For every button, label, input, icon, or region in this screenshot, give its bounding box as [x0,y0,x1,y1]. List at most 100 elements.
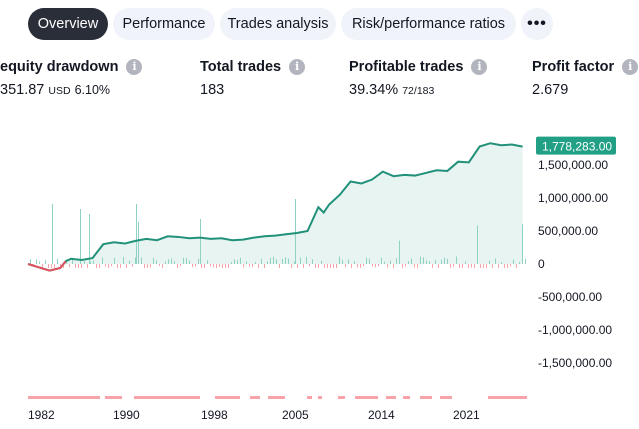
trade-bar [48,264,49,268]
trade-bar [132,264,133,267]
trade-bar [156,260,157,264]
trade-bar [483,264,484,268]
trade-bar [219,264,220,267]
profitable-trades-detail: 72/183 [402,85,435,97]
info-icon[interactable]: i [471,59,488,75]
trade-bar [498,264,499,268]
drawdown-unit: USD [48,85,71,97]
trade-bar [171,258,172,264]
trade-bar [330,264,331,268]
trade-bar [234,259,235,264]
trade-bar [231,261,232,264]
tab-bar: Overview Performance Trades analysis Ris… [0,8,639,40]
trade-bar [453,264,454,267]
equity-area [28,143,523,264]
trade-bar [249,264,250,267]
drawdown-marker [268,396,285,399]
trade-bar [204,264,205,268]
trade-bar [207,260,208,264]
trade-bar [264,264,265,268]
info-icon[interactable]: i [126,59,143,75]
drawdown-marker [250,396,260,399]
trade-bar [147,264,148,268]
drawdown-marker [355,396,378,399]
info-icon[interactable]: i [622,59,639,75]
drawdown-marker [28,396,100,399]
stat-total-trades: Total trades i 183 [200,56,306,98]
trade-bar [354,261,355,264]
trade-bar [282,259,283,264]
trade-bar [105,264,106,267]
trade-bar [492,264,493,268]
drawdown-marker [215,396,240,399]
more-options-button[interactable]: ••• [521,8,553,40]
trade-bar [477,225,478,264]
tab-performance[interactable]: Performance [113,8,215,40]
trade-bar [519,261,520,264]
trade-bar [387,264,388,268]
trade-bar [402,264,403,268]
trade-bar [306,256,307,264]
trade-bar [99,264,100,268]
trade-bar [276,259,277,264]
trade-bar [300,257,301,264]
trade-bar [165,261,166,264]
trade-bar [42,264,43,268]
last-value-label: 1,778,283.00 [542,140,612,154]
y-tick-label: 0 [538,257,545,271]
y-tick-label: -1,500,000.00 [538,356,612,370]
trade-bar [136,204,137,264]
trade-bar [225,264,226,268]
trade-bar [186,258,187,264]
stat-title-profit-factor: Profit factor [532,59,615,75]
trade-bar [60,264,61,268]
trade-bar [57,258,58,264]
drawdown-marker [420,396,432,399]
drawdown-value: 351.87 [0,82,45,98]
trade-bar [333,264,334,268]
stat-profitable-trades: Profitable trades i 39.34% 72/183 [349,56,488,98]
info-icon[interactable]: i [289,59,306,75]
trade-bar [294,261,295,264]
trade-bar [489,260,490,264]
trade-bar [144,264,145,268]
trade-bar [69,264,70,268]
trade-bar [63,264,64,268]
y-tick-label: 1,000,000.00 [538,191,608,205]
trade-bar [87,264,88,268]
trade-bar [96,264,97,268]
trade-bar [75,264,76,268]
trade-bar [408,261,409,264]
trade-bar [360,264,361,268]
trade-bar [486,264,487,268]
trade-bar [381,257,382,264]
y-tick-label: -1,000,000.00 [538,323,612,337]
trade-bar [243,264,244,268]
trade-bar [450,264,451,268]
trade-bar [348,259,349,264]
trade-bar [72,258,73,264]
trade-bar [129,260,130,264]
tab-trades-analysis[interactable]: Trades analysis [220,8,336,40]
trade-bar [78,264,79,268]
trade-bar [420,256,421,264]
trade-bar [52,204,53,264]
trade-bar [516,264,517,268]
trade-bar [183,257,184,264]
trade-bar [366,257,367,264]
trade-bar [435,259,436,264]
drawdown-marker [318,396,322,399]
trade-bar [123,256,124,264]
trade-bar [192,264,193,268]
trade-bar [327,264,328,268]
trade-bar [150,264,151,268]
trade-bar [297,264,298,268]
trade-bar [174,261,175,264]
tab-risk-performance-ratios[interactable]: Risk/performance ratios [341,8,516,40]
trade-bar [513,259,514,264]
trade-bar [417,264,418,268]
tab-overview[interactable]: Overview [28,8,108,40]
trade-bar [495,258,496,264]
equity-chart[interactable]: 1,500,000.00 1,000,000.00 500,000.00 0 -500,… [0,120,639,429]
drawdown-marker [488,396,527,399]
